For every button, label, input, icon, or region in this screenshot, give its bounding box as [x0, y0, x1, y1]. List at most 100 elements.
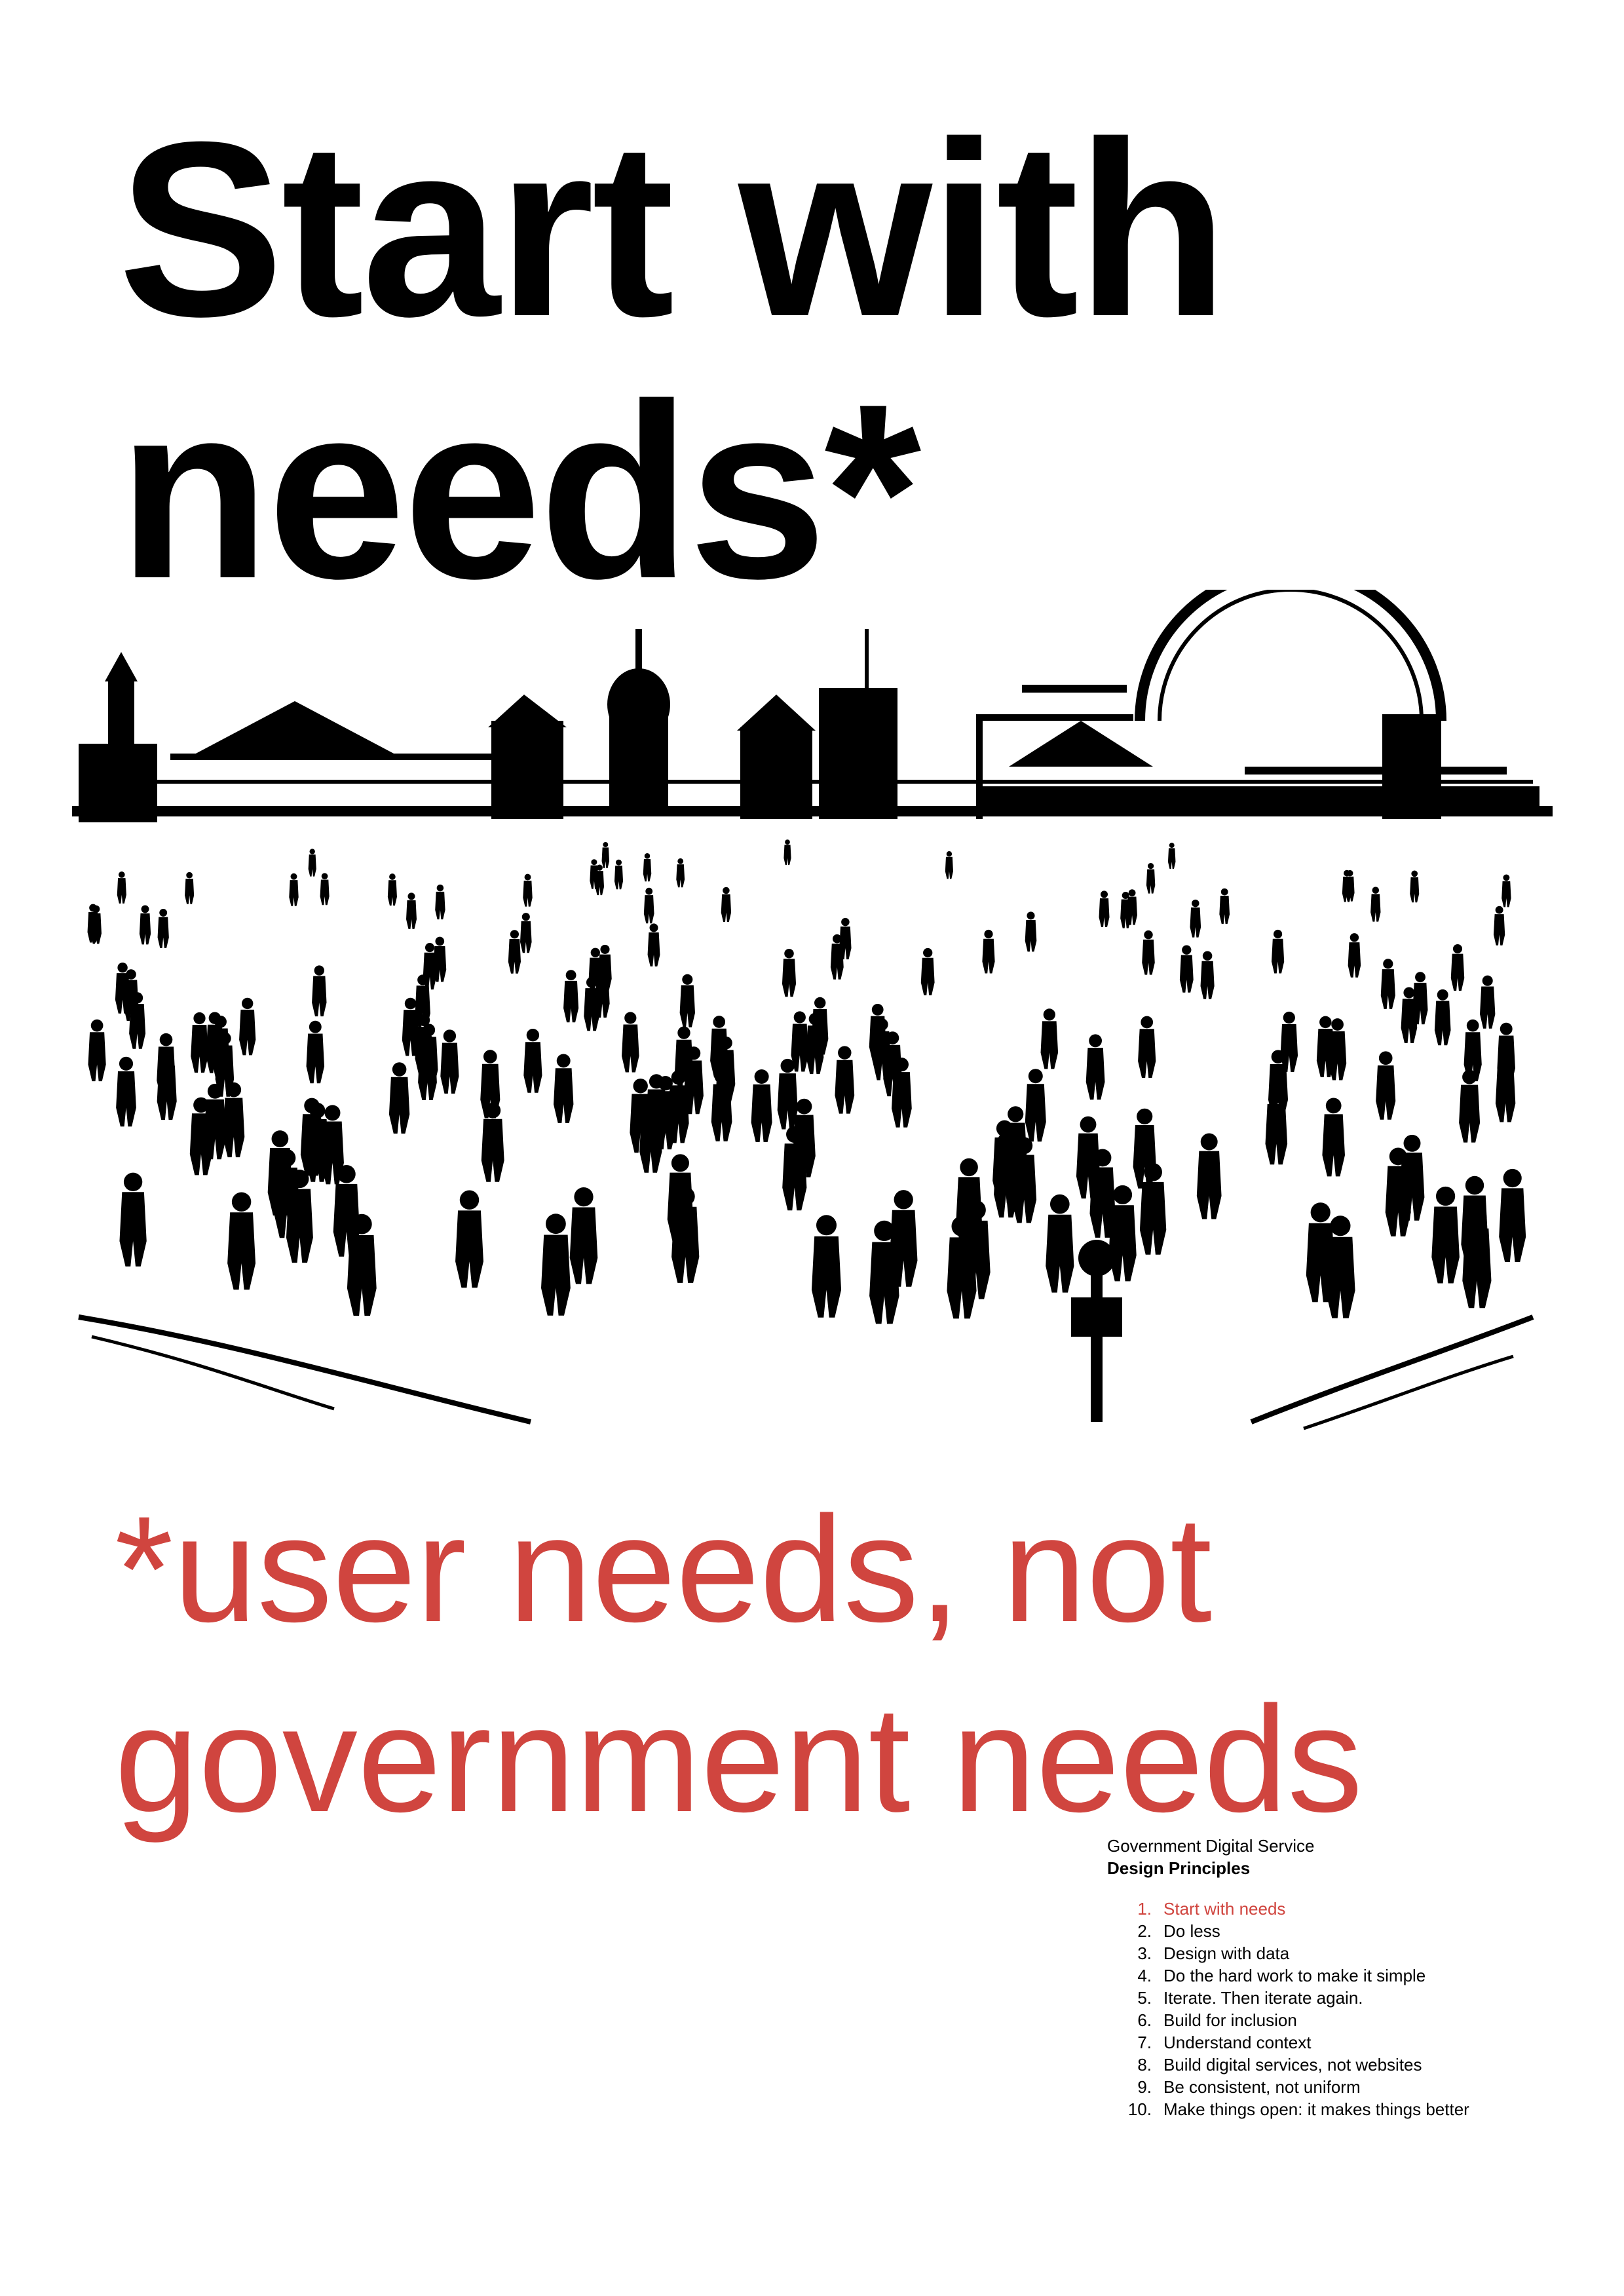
crowd-figure [920, 947, 935, 995]
crowd-figure [227, 1192, 256, 1290]
crowd-figure [645, 1074, 668, 1148]
crowd-figure [480, 1050, 500, 1119]
crowd-figure [721, 887, 732, 922]
principle-number: 5. [1137, 1988, 1152, 2008]
headline: Start with needs* [118, 90, 1228, 630]
crowd-figure [647, 923, 660, 966]
crowd-figure [676, 858, 685, 888]
crowd-figure [812, 997, 829, 1055]
crowd-figure [455, 1190, 483, 1288]
crowd-figure [239, 997, 256, 1056]
crowd-figure [1461, 1176, 1488, 1270]
crowd-figure [554, 1054, 574, 1123]
crowd-figure [1410, 870, 1420, 903]
crowd-figure [1280, 1011, 1298, 1072]
crowd-figure [892, 1058, 912, 1128]
crowd-figure [1086, 1034, 1105, 1100]
crowd-figure [569, 1187, 598, 1284]
principles-list: 1. Start with needs 2. Do less 3. Design wi… [1107, 1898, 1605, 2120]
crowd-figure [139, 905, 151, 945]
principle-label: Understand context [1163, 2033, 1312, 2052]
principle-number: 10. [1127, 2099, 1152, 2119]
crowd-figure [321, 1105, 344, 1185]
crowd-figure [157, 908, 169, 948]
subhead-line-1: *user needs, not [115, 1485, 1213, 1653]
crowd-figure [523, 873, 533, 907]
crowd-figure [119, 1172, 147, 1267]
crowd-figure [274, 1149, 300, 1238]
principle-item: 8. Build digital services, not websites [1107, 2054, 1605, 2076]
crowd-figure [1025, 1069, 1046, 1142]
crowd-figure [1499, 1168, 1526, 1262]
crowd-figure [1322, 1098, 1345, 1177]
principle-item: 7. Understand context [1107, 2031, 1605, 2054]
crowd-figure [992, 1120, 1017, 1204]
crowd-figure [1040, 1008, 1059, 1069]
principle-label: Do the hard work to make it simple [1163, 1966, 1426, 1985]
crowd-figure [782, 949, 797, 997]
crowd-figure [588, 947, 603, 995]
principle-number: 9. [1137, 2077, 1152, 2097]
crowd-figure [982, 929, 995, 974]
crowd-figure [643, 887, 654, 924]
crowd-figure [88, 1019, 106, 1082]
crowd-figure [1370, 887, 1381, 922]
principle-label: Design with data [1163, 1943, 1290, 1963]
crowd-figure [289, 873, 299, 906]
crowd-figure [782, 1126, 807, 1211]
crowd-figure [614, 859, 624, 890]
principle-number: 4. [1137, 1966, 1152, 1985]
crowd-figure [415, 974, 430, 1028]
crowd-figure [520, 913, 532, 953]
principles-series-title: Design Principles [1107, 1858, 1251, 1878]
crowd-figure [312, 965, 327, 1017]
crowd-figure [751, 1069, 772, 1142]
principle-item: 4. Do the hard work to make it simple [1107, 1964, 1605, 1987]
crowd-figure [601, 842, 610, 868]
principle-item: 1. Start with needs [1107, 1898, 1605, 1920]
crowd-figure [784, 839, 791, 866]
crowd-figure [1142, 930, 1155, 975]
principle-label: Do less [1163, 1921, 1220, 1941]
principle-item: 2. Do less [1107, 1920, 1605, 1942]
crowd-figure [667, 1154, 694, 1244]
crowd-figure [1450, 944, 1465, 991]
crowd-figure [622, 1012, 639, 1073]
crowd-figure [1200, 951, 1215, 999]
crowd-figure [643, 853, 652, 882]
crowd-figure [117, 871, 126, 904]
crowd-figure [830, 934, 844, 980]
crowd-figure [1401, 987, 1418, 1043]
crowd-figure [1431, 1186, 1460, 1284]
crowd-figure [1046, 1194, 1074, 1293]
principle-item: 3. Design with data [1107, 1942, 1605, 1964]
crowd-figure [1348, 933, 1361, 978]
headline-line-2: needs* [118, 352, 921, 630]
principle-number: 6. [1137, 2010, 1152, 2030]
crowd-figure [956, 1158, 983, 1250]
crowd-figure [1497, 1022, 1515, 1086]
crowd-figure [333, 1164, 360, 1257]
principle-number: 3. [1137, 1943, 1152, 1963]
crowd-figure [423, 943, 437, 990]
principle-label: Start with needs [1163, 1899, 1286, 1919]
crowd-figure [433, 936, 447, 982]
principle-number: 8. [1137, 2055, 1152, 2075]
principle-label: Iterate. Then iterate again. [1163, 1988, 1363, 2008]
crowd-figure [440, 1029, 459, 1094]
crowd-figure [590, 859, 599, 889]
headline-line-1: Start with [118, 90, 1228, 368]
crowd-figure [388, 1062, 410, 1134]
crowd-figure [1434, 989, 1451, 1046]
principle-label: Build for inclusion [1163, 2010, 1297, 2030]
principle-item: 5. Iterate. Then iterate again. [1107, 1987, 1605, 2009]
crowd-figure [684, 1046, 704, 1115]
crowd-figure [1325, 1215, 1355, 1318]
crowd-figure [129, 992, 146, 1049]
crowd-figure [1025, 911, 1037, 952]
crowd-figure [1399, 1134, 1425, 1221]
crowd-figure [811, 1215, 842, 1318]
crowd-figure [1138, 1016, 1156, 1078]
principle-label: Be consistent, not uniform [1163, 2077, 1361, 2097]
crowd-figure [90, 905, 102, 944]
